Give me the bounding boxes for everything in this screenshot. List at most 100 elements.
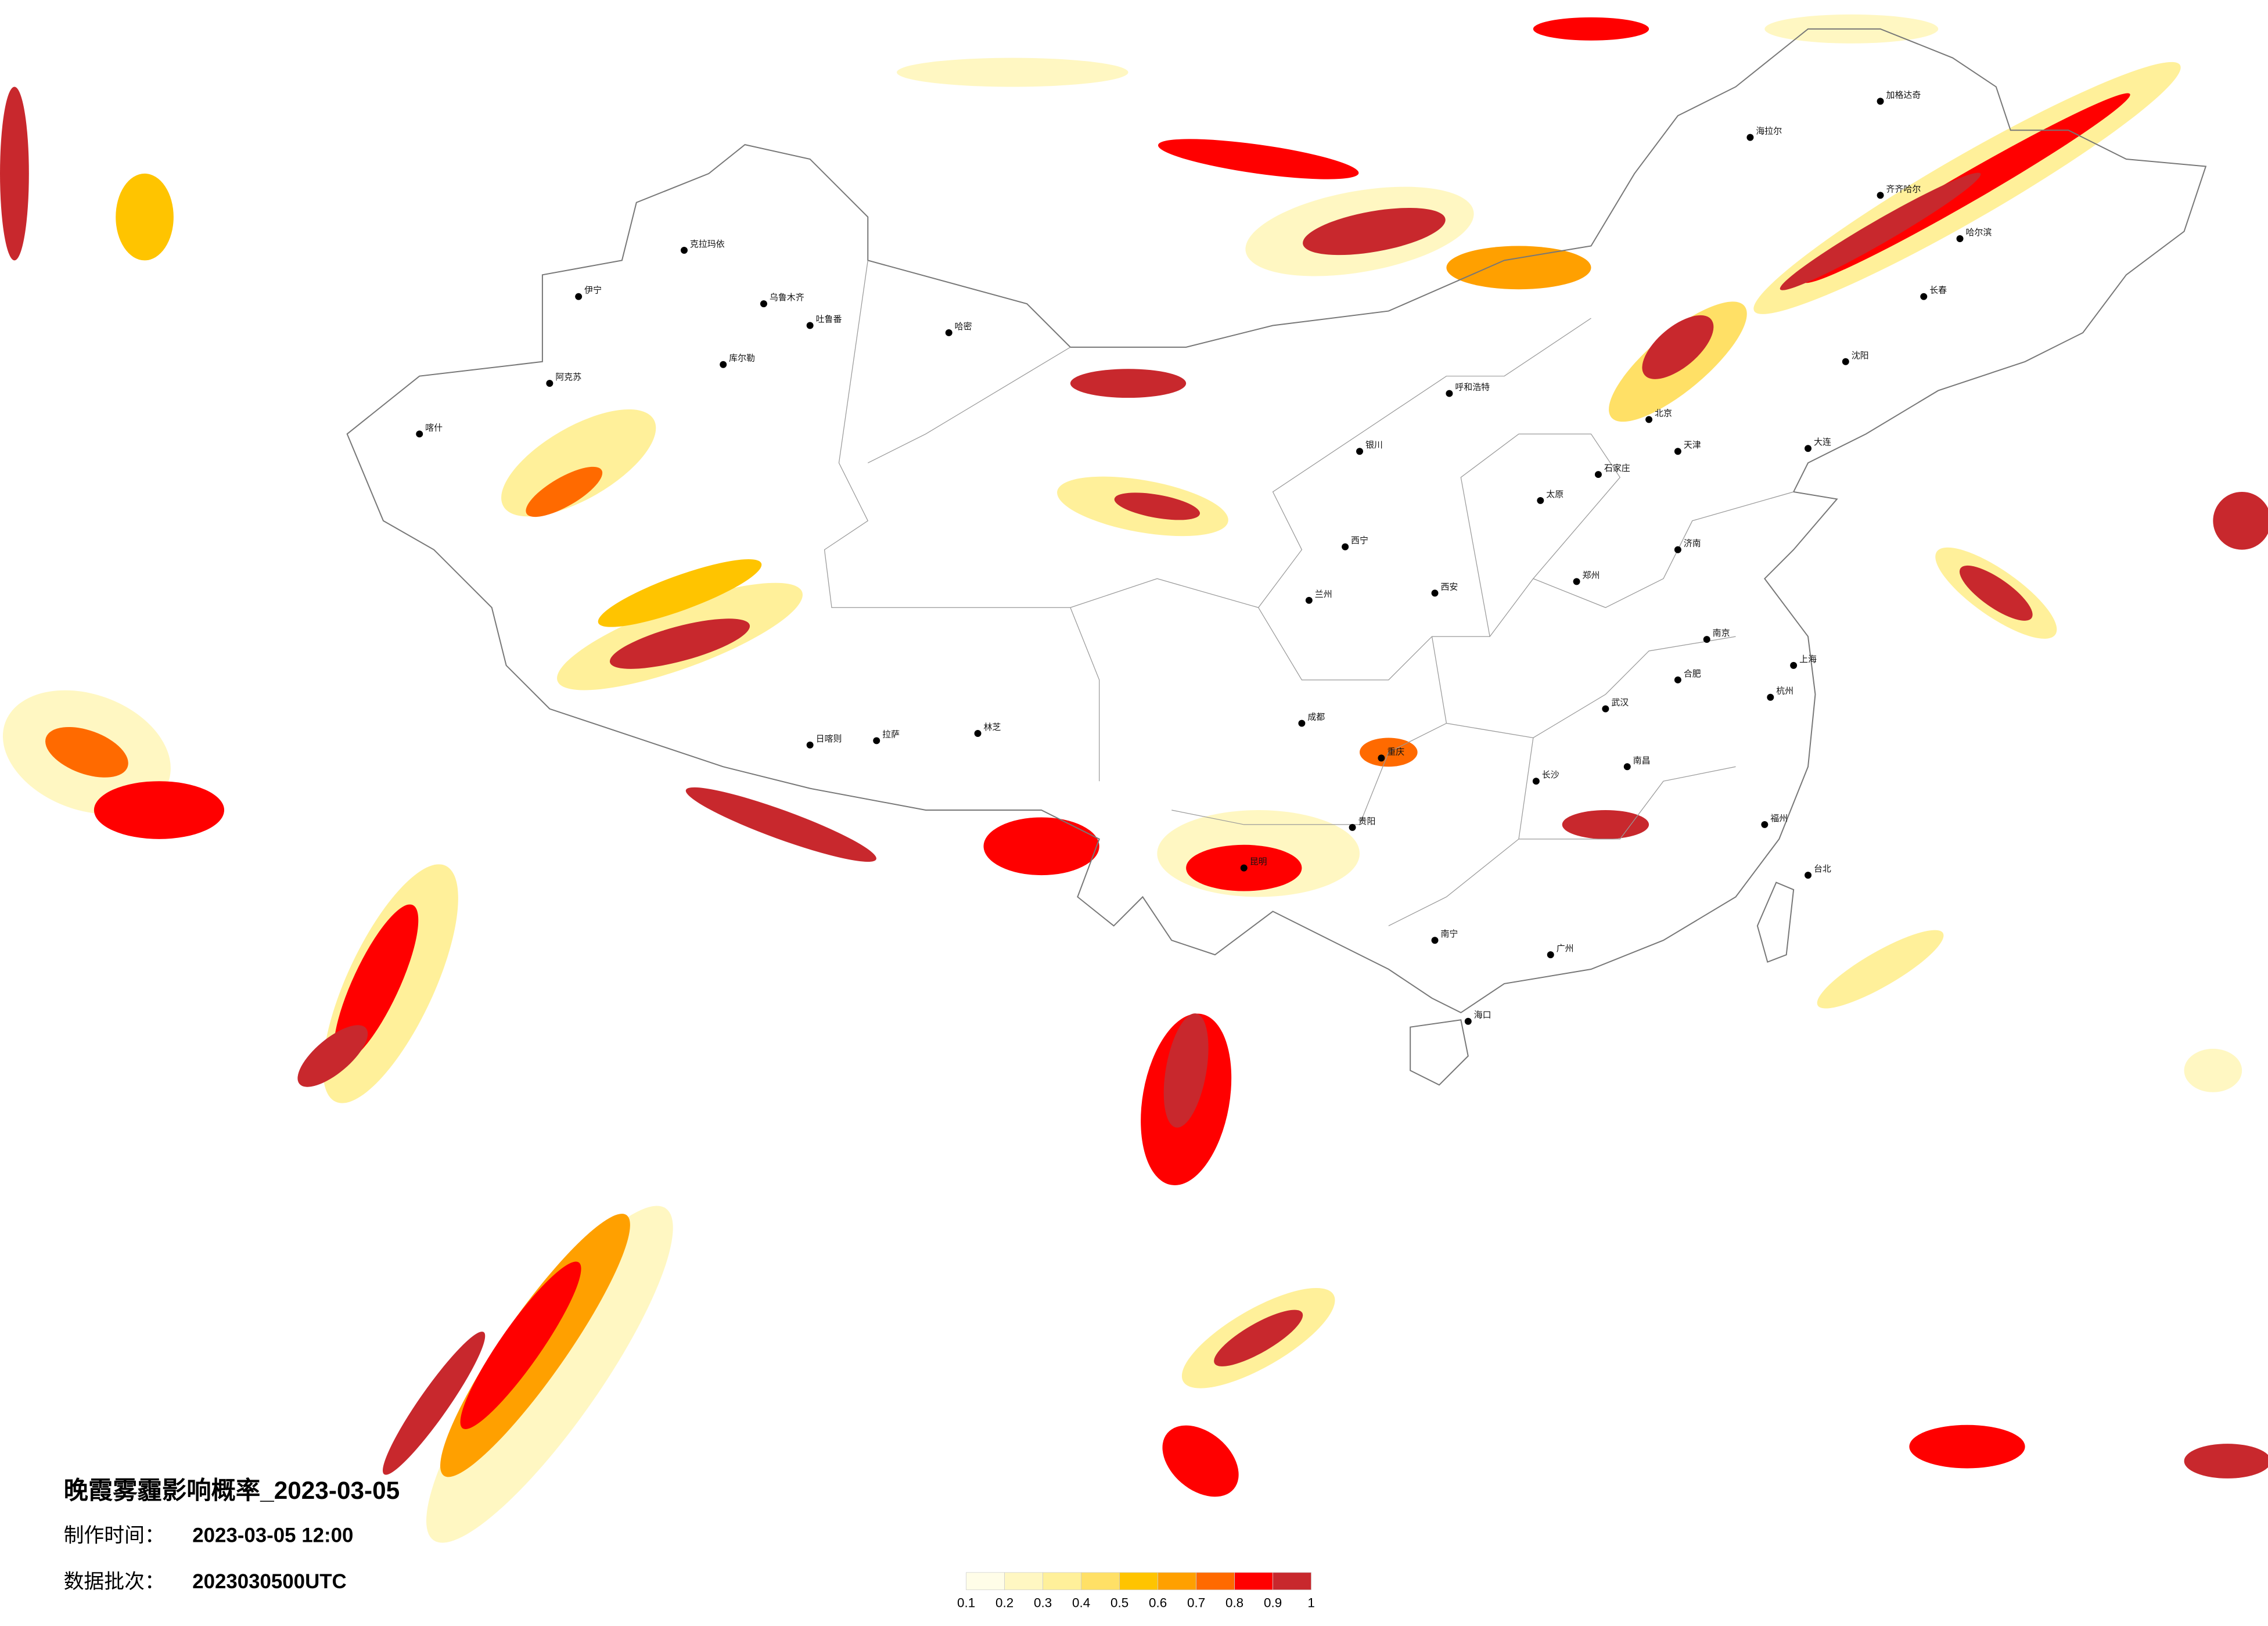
city-dot [1537, 497, 1544, 504]
city-label: 银川 [1365, 440, 1383, 450]
city-label: 日喀则 [816, 734, 842, 744]
city-label: 海拉尔 [1756, 127, 1782, 136]
city-label: 昆明 [1250, 857, 1267, 867]
city-label: 长沙 [1542, 770, 1559, 780]
city-label: 天津 [1684, 440, 1701, 450]
city-dot [1431, 589, 1439, 597]
city-dot [1877, 98, 1884, 105]
city-dot [1645, 416, 1653, 423]
city-label: 齐齐哈尔 [1886, 184, 1921, 194]
city-dot [1746, 134, 1754, 141]
city-dot [1703, 636, 1710, 643]
haze-blob [2184, 1444, 2268, 1478]
city-label: 喀什 [425, 423, 443, 433]
city-dot [1805, 872, 1812, 879]
city-label: 南昌 [1633, 756, 1651, 765]
city-dot [806, 741, 814, 749]
legend-swatch [1081, 1572, 1120, 1591]
city-dot [760, 300, 767, 308]
taiwan [1756, 882, 1795, 963]
city-dot [1761, 821, 1769, 828]
city-dot [546, 380, 553, 387]
legend-tick-label: 0.8 [1225, 1596, 1243, 1610]
haze-blob [116, 173, 174, 261]
city-label: 阿克苏 [555, 372, 581, 382]
haze-blob [1909, 1424, 2025, 1469]
city-label: 石家庄 [1604, 463, 1630, 473]
haze-blob [1817, 930, 1944, 1009]
haze-blob [1163, 1013, 1209, 1128]
city-label: 呼和浩特 [1455, 383, 1490, 393]
haze-blob [598, 559, 762, 627]
haze-blob [1959, 565, 2033, 621]
haze-blob [1114, 492, 1201, 520]
haze-blob [1533, 17, 1649, 41]
haze-blob [501, 409, 656, 517]
city-label: 杭州 [1776, 686, 1793, 696]
city-dot [1446, 390, 1453, 397]
haze-blob [685, 787, 876, 862]
legend-tick-label: 0.5 [1110, 1596, 1128, 1610]
city-label: 郑州 [1583, 570, 1600, 580]
city-dot [1877, 192, 1884, 199]
city-label: 林芝 [983, 722, 1001, 732]
city-label: 库尔勒 [729, 354, 755, 364]
city-label: 克拉玛依 [690, 239, 725, 249]
legend-swatch [1043, 1572, 1081, 1591]
haze-blob [1642, 315, 1714, 379]
legend-tick-label: 1 [1307, 1596, 1314, 1610]
legend-tick-label: 0.9 [1264, 1596, 1282, 1610]
haze-blob [1446, 246, 1591, 290]
haze-blob [297, 1025, 368, 1087]
city-label: 贵阳 [1358, 816, 1376, 826]
city-dot [1240, 864, 1248, 872]
haze-blob [1303, 207, 1446, 256]
city-dot [1431, 937, 1439, 944]
hainan [1410, 1019, 1469, 1086]
haze-blob [2184, 1049, 2242, 1092]
city-label: 成都 [1307, 713, 1325, 722]
city-label: 乌鲁木齐 [770, 293, 804, 303]
city-dot [1378, 754, 1385, 762]
city-dot [1342, 543, 1349, 551]
city-dot [1842, 358, 1849, 365]
city-label: 太原 [1546, 490, 1563, 499]
haze-blob [94, 781, 225, 839]
legend: 0.1 0.2 0.3 0.4 0.5 0.6 0.7 0.8 0.9 1 [957, 1572, 1315, 1610]
city-label: 福州 [1770, 814, 1788, 823]
haze-blob [0, 87, 29, 261]
city-dot [1623, 763, 1631, 771]
legend-tick-label: 0.6 [1149, 1596, 1167, 1610]
map-title: 晚霞雾霾影响概率_2023-03-05 [64, 1477, 400, 1504]
city-label: 武汉 [1611, 698, 1629, 708]
legend-swatch [1158, 1572, 1196, 1591]
city-label: 重庆 [1387, 747, 1404, 757]
city-label: 长春 [1929, 286, 1947, 296]
legend-swatch [1004, 1572, 1043, 1591]
haze-blob [1214, 1310, 1303, 1366]
city-label: 广州 [1557, 944, 1574, 954]
province-borders [824, 260, 1794, 926]
haze-blob [897, 57, 1128, 87]
city-label: 上海 [1799, 654, 1817, 664]
city-dot [1349, 823, 1356, 831]
haze-blob [333, 904, 419, 1063]
city-dot [1956, 235, 1964, 243]
city-dot [416, 430, 423, 438]
haze-blob [526, 466, 603, 517]
city-dot [1805, 445, 1812, 452]
city-label: 台北 [1814, 864, 1831, 874]
haze-field [0, 14, 2268, 1543]
legend-swatch [1119, 1572, 1158, 1591]
country-outline [346, 28, 2207, 1013]
haze-blob [1070, 369, 1187, 398]
haze-blob [1780, 172, 1981, 290]
legend-tick-label: 0.2 [995, 1596, 1013, 1610]
city-label: 加格达奇 [1886, 90, 1921, 100]
city-dot [806, 322, 814, 329]
city-dot [873, 737, 880, 744]
haze-blob [460, 1261, 581, 1429]
city-label: 兰州 [1315, 589, 1332, 599]
city-dot [1674, 448, 1681, 455]
